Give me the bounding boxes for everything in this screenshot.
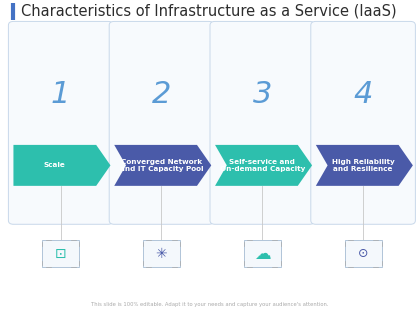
FancyBboxPatch shape [8,21,113,224]
Text: ✳: ✳ [156,247,167,261]
FancyBboxPatch shape [210,21,315,224]
FancyBboxPatch shape [244,240,281,267]
Polygon shape [13,145,110,186]
Text: Scale: Scale [44,162,66,169]
Polygon shape [316,145,413,186]
Polygon shape [215,145,312,186]
FancyBboxPatch shape [311,21,415,224]
Text: 2: 2 [152,80,171,109]
Text: Converged Network
and IT Capacity Pool: Converged Network and IT Capacity Pool [120,159,203,172]
FancyBboxPatch shape [143,240,180,267]
Text: ⊡: ⊡ [55,247,66,261]
Text: 1: 1 [51,80,71,109]
Text: Characteristics of Infrastructure as a Service (IaaS): Characteristics of Infrastructure as a S… [21,3,396,19]
Text: Self-service and
On-demand Capacity: Self-service and On-demand Capacity [220,159,305,172]
Text: ⊙: ⊙ [358,247,368,260]
Text: High Reliability
and Resilience: High Reliability and Resilience [332,159,394,172]
Polygon shape [114,145,211,186]
Text: 4: 4 [353,80,373,109]
Text: 3: 3 [252,80,272,109]
Text: ☁: ☁ [254,244,270,263]
FancyBboxPatch shape [345,240,382,267]
FancyBboxPatch shape [42,240,79,267]
Text: This slide is 100% editable. Adapt it to your needs and capture your audience's : This slide is 100% editable. Adapt it to… [91,302,329,307]
FancyBboxPatch shape [109,21,214,224]
